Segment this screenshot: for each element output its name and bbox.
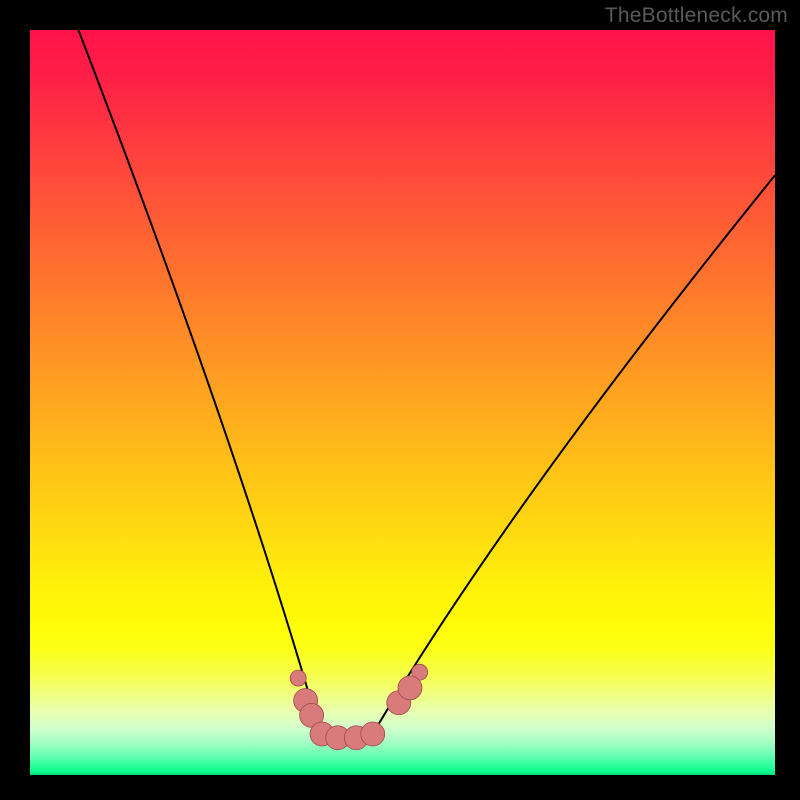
data-marker bbox=[398, 676, 422, 700]
curve-left-branch bbox=[78, 30, 320, 734]
data-marker bbox=[361, 722, 385, 746]
data-marker bbox=[290, 670, 306, 686]
watermark-text: TheBottleneck.com bbox=[605, 4, 788, 28]
curve-right-branch bbox=[373, 175, 775, 734]
chart-plot-area bbox=[30, 30, 775, 775]
marker-group bbox=[290, 664, 427, 750]
curve-layer bbox=[30, 30, 775, 775]
